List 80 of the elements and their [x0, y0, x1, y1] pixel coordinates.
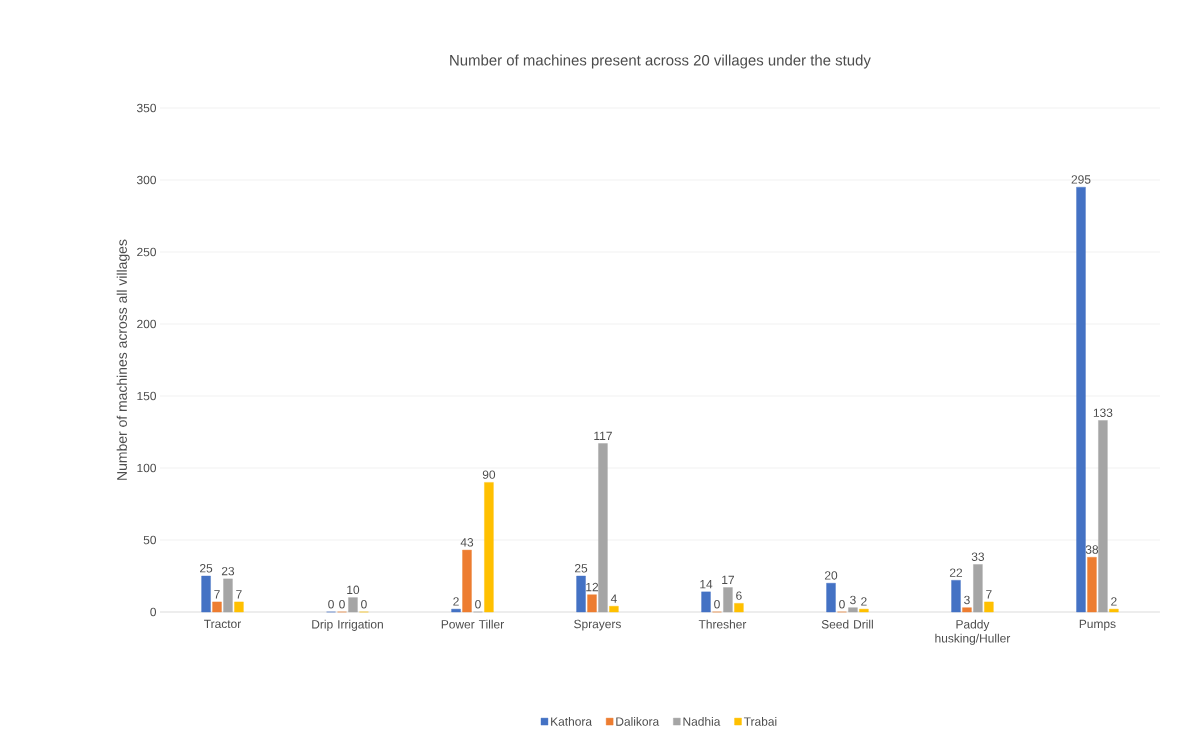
y-tick-label: 0 — [150, 607, 157, 617]
bar — [201, 575, 211, 613]
data-label: 7 — [986, 590, 992, 599]
bar — [234, 601, 244, 613]
x-tick-label: Seed Drill — [821, 619, 873, 629]
data-label: 6 — [736, 591, 742, 600]
data-label: 133 — [1093, 408, 1113, 417]
data-label: 90 — [482, 470, 496, 479]
bar — [734, 603, 744, 613]
data-label: 14 — [700, 580, 713, 589]
data-label: 295 — [1071, 175, 1091, 184]
data-label: 0 — [339, 600, 345, 609]
x-tick-label: Pumps — [1079, 619, 1116, 631]
data-label: 43 — [460, 538, 474, 547]
legend-label: Dalikora — [616, 716, 660, 726]
bar — [576, 575, 586, 613]
legend-label: Trabai — [743, 716, 777, 726]
bar — [348, 597, 358, 613]
x-tick-label: Thresher — [698, 619, 747, 629]
bar — [484, 482, 494, 613]
bar — [1098, 420, 1108, 613]
bar — [223, 578, 233, 613]
data-label: 4 — [610, 594, 617, 603]
bar — [973, 564, 983, 613]
x-tick-label: Power Tiller — [441, 619, 504, 629]
data-label: 7 — [214, 590, 220, 599]
bar — [1109, 608, 1119, 613]
data-label: 0 — [328, 600, 334, 609]
bar — [451, 608, 461, 613]
data-label: 0 — [361, 600, 367, 609]
y-tick-label: 250 — [137, 247, 157, 257]
data-label: 12 — [586, 582, 599, 592]
data-label: 2 — [1111, 597, 1117, 606]
chart-title: Number of machines present across 20 villages under the study — [450, 54, 871, 69]
bar — [951, 580, 961, 613]
data-label: 22 — [949, 568, 963, 577]
x-tick-label: Drip Irrigation — [312, 619, 383, 631]
bar — [723, 587, 733, 613]
data-label: 33 — [971, 552, 985, 561]
legend-label: Nadhia — [683, 716, 721, 726]
bar — [462, 549, 472, 613]
y-tick-label: 50 — [143, 535, 157, 545]
y-tick-label: 350 — [136, 103, 157, 113]
bar — [826, 583, 836, 613]
data-label: 0 — [839, 600, 845, 609]
data-label: 3 — [964, 595, 970, 605]
bar — [984, 601, 994, 613]
data-label: 3 — [850, 595, 856, 605]
data-label: 25 — [200, 564, 213, 573]
data-label: 20 — [824, 571, 838, 580]
bar — [598, 443, 608, 613]
data-label: 7 — [236, 590, 242, 599]
data-label: 25 — [574, 564, 588, 573]
bar — [609, 606, 619, 613]
bar — [1087, 557, 1097, 613]
x-tick-label: Sprayers — [574, 619, 621, 631]
data-label: 10 — [347, 585, 360, 595]
legend-label: Kathora — [551, 716, 593, 726]
bar — [859, 608, 869, 613]
y-tick-label: 150 — [137, 391, 157, 401]
data-label: 2 — [453, 597, 459, 606]
bar — [212, 601, 222, 613]
bar — [587, 594, 597, 613]
bar — [701, 591, 711, 613]
data-label: 23 — [221, 566, 235, 576]
data-label: 0 — [714, 600, 720, 609]
x-tick-label: Paddy husking/Huller — [935, 619, 1011, 645]
bar — [1076, 187, 1086, 613]
data-label: 0 — [475, 600, 481, 609]
y-tick-label: 300 — [136, 175, 157, 185]
data-label: 38 — [1085, 545, 1099, 554]
y-tick-label: 100 — [137, 463, 157, 473]
y-tick-label: 200 — [137, 319, 157, 329]
data-label: 17 — [722, 575, 734, 584]
x-tick-label: Tractor — [204, 619, 241, 629]
data-label: 117 — [594, 431, 612, 440]
bar — [848, 607, 858, 613]
y-axis-title: Number of machines across all villages — [116, 239, 130, 480]
data-label: 2 — [861, 597, 867, 606]
bar — [962, 607, 972, 613]
